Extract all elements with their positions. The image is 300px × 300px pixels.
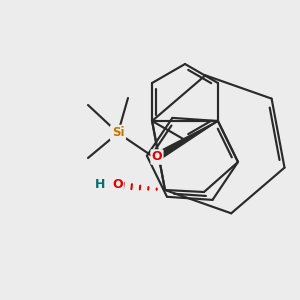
Text: H: H [94, 178, 105, 191]
Text: O: O [152, 151, 162, 164]
Text: Si: Si [112, 127, 124, 140]
Text: O: O [112, 178, 123, 191]
Polygon shape [153, 121, 218, 161]
